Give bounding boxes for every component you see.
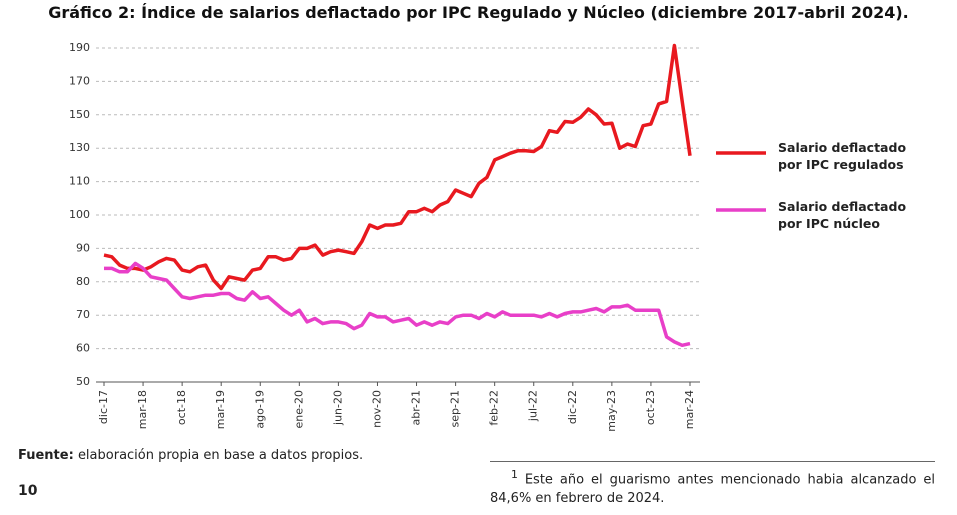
x-tick-label: jul-22 [527,390,540,422]
y-tick-label: 70 [76,308,90,321]
x-tick-label: jun-20 [331,390,344,426]
y-tick-label: 130 [69,141,90,154]
footnote-marker: 1 [510,468,518,481]
x-tick-label: feb-22 [488,390,501,426]
series-line [103,43,692,291]
x-tick-label: dic-22 [566,390,579,424]
x-tick-label: mar-18 [136,390,149,429]
x-tick-label: ago-19 [253,390,266,429]
source-text: elaboración propia en base a datos propi… [77,448,364,463]
y-tick-label: 60 [76,342,90,355]
x-tick-label: nov-20 [370,390,383,428]
page-number: 10 [18,483,38,499]
chart: 50 60 70 80 90 100 110 130 150 170 190 dic-17 mar-18… [69,41,766,432]
x-tick-label: dic-17 [97,390,110,424]
series-line [104,261,691,348]
x-tick-label: may-23 [605,390,618,432]
x-tick-label: sep-21 [449,390,462,427]
legend-label: Salario deflactado por IPC regulados [778,140,907,172]
y-tick-label: 150 [69,108,90,121]
x-tick-label: ene-20 [292,390,305,428]
x-tick-label: abr-21 [410,390,423,426]
x-tick-label: oct-18 [175,390,188,425]
y-tick-label: 100 [69,208,90,221]
y-tick-label: 190 [69,41,90,54]
legend-label: Salario deflactado por IPC núcleo [778,199,907,231]
y-tick-label: 80 [76,275,90,288]
y-tick-label: 170 [69,74,90,87]
source-label: Fuente: [18,448,74,463]
x-tick-label: mar-19 [214,390,227,429]
x-tick-label: oct-23 [644,390,657,425]
x-tick-label: mar-24 [683,390,696,429]
footnote-text: Este año el guarismo antes mencionado ha… [490,472,935,507]
footnote: 1 Este año el guarismo antes mencionado … [490,465,935,508]
y-tick-label: 90 [76,241,90,254]
footnote-rule [490,461,935,462]
y-tick-label: 50 [76,375,90,388]
y-tick-label: 110 [69,175,90,188]
chart-title: Gráfico 2: Índice de salarios deflactado… [48,3,909,22]
source: Fuente: elaboración propia en base a dat… [18,448,363,463]
